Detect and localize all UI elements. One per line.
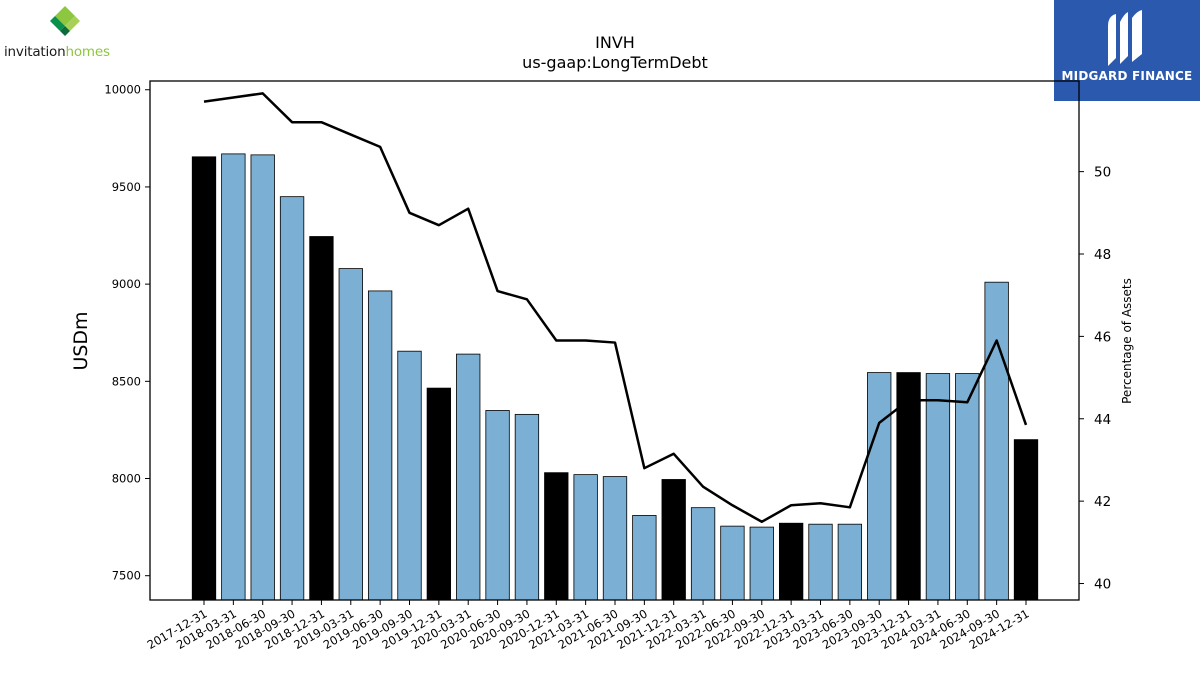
- y-axis-label: USDm: [70, 311, 92, 370]
- percentage-line: [203, 92, 1028, 523]
- bar-2024-03-31: [925, 373, 951, 601]
- midgard-finance-logo: MIDGARD FINANCE: [1054, 0, 1200, 101]
- y-tick-label: 8500: [112, 374, 141, 388]
- y2-tick-label: 44: [1094, 412, 1111, 428]
- bar-2019-12-31: [426, 387, 452, 601]
- bar-2024-09-30: [984, 281, 1009, 601]
- chart-subtitle: us-gaap:LongTermDebt: [522, 53, 708, 72]
- bar-2022-09-30: [749, 526, 774, 601]
- bar-2024-12-31: [1013, 439, 1039, 601]
- y-tick-label: 8000: [112, 472, 141, 486]
- invitation-homes-logo: invitationhomes: [4, 4, 134, 60]
- y2-tick-label: 46: [1094, 329, 1111, 345]
- y2-tick-label: 40: [1094, 577, 1111, 593]
- y-tick-label: 9500: [112, 180, 141, 194]
- y2-axis-label: Percentage of Assets: [1120, 278, 1134, 404]
- y2-tick-label: 48: [1094, 247, 1111, 263]
- bar-2017-12-31: [191, 156, 217, 601]
- bar-2022-12-31: [778, 522, 804, 601]
- bar-2018-09-30: [279, 196, 305, 601]
- bar-2020-03-31: [456, 353, 481, 601]
- bar-2021-06-30: [602, 476, 628, 601]
- bar-2021-09-30: [632, 515, 657, 601]
- logo-word-homes: homes: [65, 44, 110, 60]
- chart-title: INVH: [595, 33, 635, 52]
- bar-2018-12-31: [309, 236, 334, 601]
- bar-2021-03-31: [573, 474, 598, 601]
- bar-2019-06-30: [367, 290, 393, 601]
- diamond-leaf-icon: [50, 6, 80, 36]
- y2-tick-label: 42: [1094, 494, 1111, 510]
- y-tick-label: 9000: [112, 277, 141, 291]
- bar-2023-03-31: [808, 523, 833, 601]
- bar-2020-06-30: [485, 410, 510, 601]
- bar-2019-09-30: [397, 350, 422, 601]
- bar-series: [191, 153, 1039, 601]
- y2-tick-label: 50: [1094, 165, 1111, 181]
- bar-2021-12-31: [661, 479, 686, 601]
- y-tick-label: 7500: [112, 569, 141, 583]
- midgard-m-icon: [1108, 10, 1142, 66]
- x-axis-ticks: 2017-12-312018-03-312018-06-302018-09-30…: [145, 600, 1032, 652]
- bar-2023-09-30: [867, 372, 892, 601]
- bar-2024-06-30: [955, 373, 980, 601]
- bar-2020-12-31: [544, 472, 569, 601]
- invitation-homes-wordmark: invitationhomes: [4, 44, 110, 60]
- midgard-finance-name: MIDGARD FINANCE: [1061, 69, 1193, 83]
- bar-2018-06-30: [250, 154, 275, 601]
- bar-2022-03-31: [690, 507, 716, 601]
- bar-2019-03-31: [338, 268, 363, 601]
- y-tick-label: 10000: [104, 83, 141, 97]
- bar-2018-03-31: [221, 153, 246, 601]
- logo-word-invitation: invitation: [4, 44, 66, 60]
- bar-2023-06-30: [837, 523, 863, 601]
- bar-2020-09-30: [514, 413, 540, 601]
- bar-2022-06-30: [720, 525, 745, 601]
- right-axis-ticks: 40 42 44 46 48 50: [1079, 165, 1111, 593]
- left-axis-ticks: 7500 8000 8500 9000 9500 10000: [104, 83, 150, 583]
